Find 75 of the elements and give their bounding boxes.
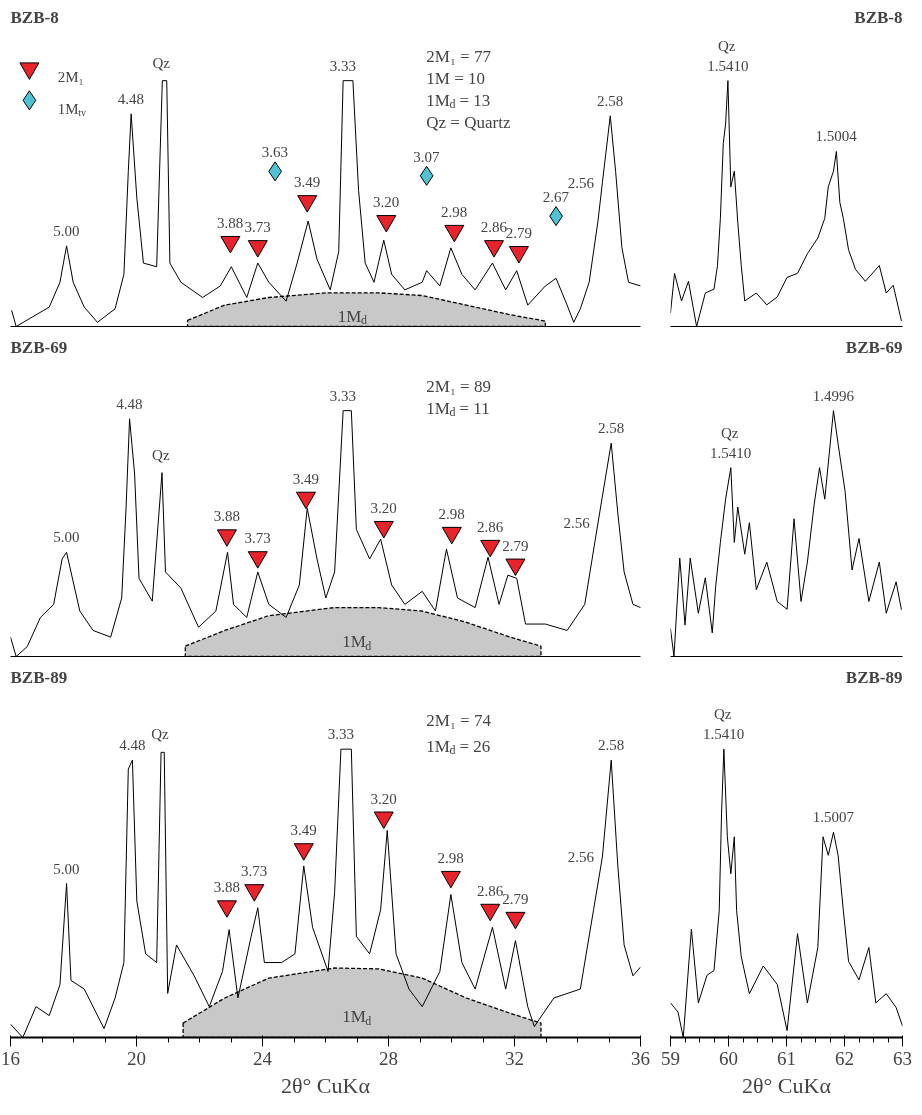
annotation: Qz: [151, 726, 169, 743]
annotation: 2.67: [542, 189, 570, 206]
annotation: 2.98: [437, 849, 464, 866]
annotation: 3.20: [373, 194, 400, 211]
annotation: 1.5004: [815, 128, 858, 145]
annotation: 5.00: [53, 529, 80, 546]
x-tick-label: 24: [253, 1047, 273, 1069]
annotation: 3.88: [217, 214, 244, 231]
text: 2M₁ = 77: [426, 46, 492, 66]
annotation: 2.58: [597, 420, 625, 437]
x-tick-label: 36: [631, 1047, 650, 1069]
chart-title: BZB-89: [10, 667, 68, 687]
annotation: 5.00: [53, 860, 80, 877]
annotation: 2.56: [567, 849, 595, 865]
annotation: 1.5007: [812, 809, 855, 826]
annotation: 1M = 10: [426, 68, 485, 88]
annotation: 3.73: [244, 530, 271, 547]
annotation: Qz: [152, 54, 171, 71]
annotation: 4.48: [116, 395, 143, 412]
x-tick-label: 62: [835, 1047, 854, 1069]
annotation: Qz: [713, 706, 732, 723]
annotation: 3.33: [327, 726, 354, 743]
annotation: 2.58: [596, 92, 624, 109]
chart-title: BZB-69: [10, 337, 68, 357]
annotation: 3.49: [293, 174, 321, 191]
annotation: 3.49: [292, 470, 319, 487]
annotation: 3.49: [290, 822, 317, 839]
annotation: 2.98: [438, 505, 465, 522]
annotation: Qz: [718, 37, 736, 54]
annotation: Qz: [720, 424, 739, 441]
annotation: 2.58: [597, 737, 625, 754]
chart-title: BZB-89: [845, 667, 903, 687]
x-axis-title: 2θ° CuKα: [281, 1072, 371, 1098]
annotation: 3.20: [370, 790, 397, 807]
annotation: 3.73: [244, 219, 271, 236]
x-tick-label: 59: [661, 1047, 680, 1069]
annotation: 1.5410: [710, 444, 752, 461]
annotation: 2.79: [502, 537, 529, 554]
annotation: 3.20: [370, 499, 397, 516]
annotation: 3.73: [241, 863, 268, 880]
x-tick-label: 60: [719, 1047, 738, 1069]
annotation: 3.88: [213, 508, 240, 525]
x-tick-label: 16: [1, 1047, 20, 1069]
annotation: 3.07: [413, 148, 441, 165]
x-tick-label: 61: [777, 1047, 796, 1069]
annotation: 3.63: [261, 144, 289, 161]
annotation: 2.79: [502, 890, 529, 907]
annotation: Qz = Quartz: [426, 112, 511, 132]
x-axis-title: 2θ° CuKα: [742, 1072, 832, 1098]
x-tick-label: 32: [505, 1047, 524, 1069]
annotation: 3.33: [329, 57, 357, 74]
annotation: 1.4996: [812, 387, 855, 404]
x-tick-label: 28: [379, 1047, 398, 1069]
text: 2M₁ = 89: [426, 376, 491, 396]
annotation: 2.98: [441, 203, 468, 220]
annotation: 4.48: [117, 90, 145, 107]
x-tick-label: 63: [893, 1047, 912, 1069]
annotation: 1.5410: [707, 57, 749, 74]
text: 2M₁ = 74: [426, 710, 492, 730]
annotation: 4.48: [119, 737, 146, 754]
chart-title: BZB-8: [10, 7, 59, 27]
x-tick-label: 20: [127, 1047, 146, 1069]
legend-label: 2M₁: [57, 68, 84, 85]
chart-title: BZB-8: [854, 7, 903, 27]
annotation: 2.56: [567, 174, 595, 191]
annotation: 3.33: [329, 387, 357, 404]
annotation: 3.88: [213, 879, 240, 896]
annotation: 1.5410: [703, 726, 745, 743]
annotation: 5.00: [53, 222, 80, 239]
chart-title: BZB-69: [845, 337, 903, 357]
annotation: 2.86: [480, 219, 508, 236]
annotation: 2.56: [563, 515, 591, 532]
annotation: 2.86: [476, 882, 504, 899]
annotation: 2.86: [476, 518, 504, 535]
annotation: Qz: [152, 446, 170, 463]
